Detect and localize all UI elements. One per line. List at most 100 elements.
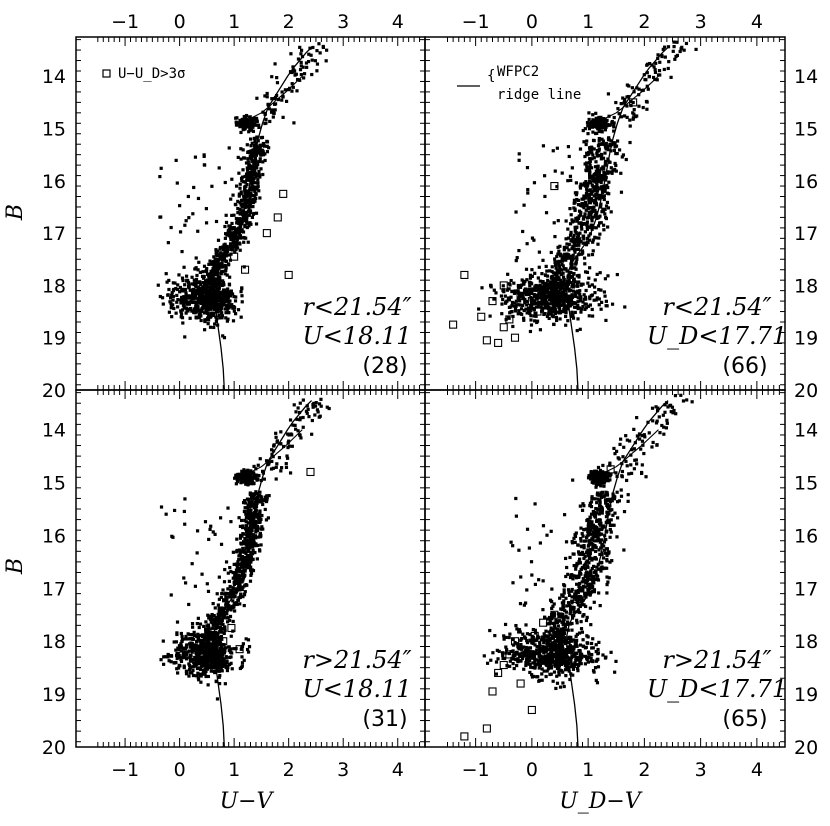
star-point [583,262,587,266]
star-point [205,297,209,301]
star-point [529,314,533,318]
star-point [223,265,227,269]
star-point [224,591,228,595]
star-point [587,210,591,215]
star-point [308,46,312,50]
star-point [599,174,604,178]
star-point [247,543,252,547]
star-point [217,606,221,610]
star-point [227,146,231,150]
star-point [637,87,641,91]
star-point [324,59,328,63]
star-point [246,553,251,558]
star-point [575,257,579,261]
star-point [554,287,558,291]
star-point [565,252,569,256]
star-point [511,324,515,329]
star-point [212,279,216,283]
star-point [605,118,609,122]
star-point [506,272,510,276]
star-point [594,298,598,302]
star-point [249,552,253,556]
star-point [224,603,228,608]
star-point [206,661,210,665]
star-point [555,285,559,289]
star-point [576,317,580,321]
star-point [258,500,262,504]
star-point [217,286,221,290]
star-point [522,318,526,322]
star-point [159,215,163,219]
outlier-square [494,338,503,347]
star-point [281,115,285,119]
star-point [296,429,300,433]
star-point [213,658,217,662]
star-point [602,125,606,129]
star-point [166,293,170,297]
star-point [181,653,185,657]
star-point [566,179,570,183]
star-point [198,667,203,672]
star-point [222,580,227,584]
star-point [240,209,244,214]
star-point [208,259,212,263]
star-point [237,220,241,224]
star-point [513,307,518,311]
star-point [195,273,199,278]
star-point [199,680,203,684]
star-point [559,254,563,258]
star-point [506,296,511,300]
star-point [272,111,276,115]
star-point [222,599,226,603]
star-point [666,66,670,71]
star-point [262,499,266,503]
outlier-square [279,189,288,198]
star-point [238,569,242,573]
star-point [583,127,587,131]
star-point [582,293,586,297]
star-point [547,316,551,321]
star-point [602,184,607,188]
star-point [212,307,216,311]
star-point [224,655,228,659]
star-point [510,300,515,305]
star-point [612,115,616,120]
star-point [588,192,592,197]
star-point [203,644,207,648]
star-point [593,121,598,125]
star-point [252,540,256,544]
star-point [552,309,556,313]
star-point [219,595,223,599]
star-point [587,276,591,280]
star-point [193,300,197,304]
star-point [566,281,570,285]
star-point [247,224,251,228]
star-point [606,148,610,152]
star-point [248,186,252,191]
star-point [585,184,589,188]
star-point [251,557,255,561]
star-point [585,121,590,125]
star-point [553,257,557,261]
star-point [577,252,581,257]
star-point [218,647,222,651]
star-point [569,230,573,234]
y-tick-label: 20 [794,380,818,402]
star-point [302,72,307,76]
star-point [565,294,569,298]
star-point [592,147,596,151]
star-point [239,542,244,546]
star-point [198,295,202,300]
star-point [548,280,553,284]
star-point [208,298,212,302]
star-point [601,190,605,195]
star-point [628,124,632,128]
star-point [217,615,222,620]
star-point [172,661,176,665]
star-point [584,194,589,198]
star-point [251,533,255,537]
star-point [284,462,288,466]
star-point [672,40,676,44]
star-point [204,289,208,293]
